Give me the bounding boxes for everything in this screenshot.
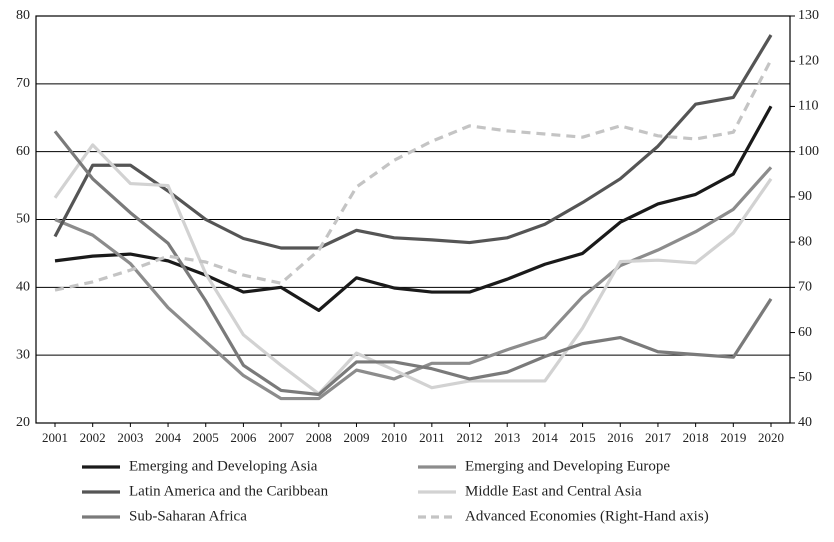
x-tick-label: 2008 — [306, 430, 332, 445]
legend-label: Latin America and the Caribbean — [129, 483, 329, 499]
x-tick-label: 2003 — [117, 430, 143, 445]
y-tick-label: 30 — [16, 347, 30, 362]
x-tick-label: 2017 — [645, 430, 672, 445]
x-tick-label: 2016 — [607, 430, 634, 445]
y-tick-label: 70 — [16, 76, 30, 91]
x-tick-label: 2018 — [683, 430, 709, 445]
x-tick-label: 2015 — [570, 430, 596, 445]
x-tick-label: 2010 — [381, 430, 407, 445]
series-line — [53, 34, 773, 250]
y-tick-label: 80 — [16, 8, 30, 23]
x-tick-label: 2005 — [193, 430, 219, 445]
series-line — [54, 166, 773, 401]
x-tick-label: 2007 — [268, 430, 295, 445]
legend-label: Advanced Economies (Right-Hand axis) — [465, 508, 709, 524]
x-tick-label: 2004 — [155, 430, 182, 445]
x-tick-label: 2011 — [419, 430, 445, 445]
y2-tick-label: 80 — [798, 234, 812, 249]
y2-tick-label: 120 — [798, 53, 819, 68]
x-tick-label: 2019 — [720, 430, 746, 445]
series-line — [53, 143, 773, 396]
x-tick-label: 2009 — [343, 430, 369, 445]
series-line — [53, 130, 773, 397]
legend-label: Middle East and Central Asia — [465, 483, 642, 499]
y-tick-label: 50 — [16, 212, 30, 227]
y2-tick-label: 100 — [798, 144, 819, 159]
x-tick-label: 2012 — [457, 430, 483, 445]
y2-tick-label: 50 — [798, 370, 812, 385]
y2-tick-label: 130 — [798, 8, 819, 23]
y2-tick-label: 60 — [798, 325, 812, 340]
y2-tick-label: 70 — [798, 280, 812, 295]
x-tick-label: 2013 — [494, 430, 520, 445]
y-tick-label: 60 — [16, 144, 30, 159]
legend-label: Emerging and Developing Asia — [129, 458, 318, 474]
y2-tick-label: 90 — [798, 189, 812, 204]
plot-frame — [35, 15, 791, 424]
legend-label: Emerging and Developing Europe — [465, 458, 670, 474]
x-tick-label: 2001 — [42, 430, 68, 445]
y2-tick-label: 110 — [798, 99, 818, 114]
y-tick-label: 20 — [16, 415, 30, 430]
x-tick-label: 2014 — [532, 430, 559, 445]
x-tick-label: 2002 — [80, 430, 106, 445]
series-line — [54, 105, 773, 312]
y-tick-label: 40 — [16, 280, 30, 295]
x-tick-label: 2006 — [230, 430, 257, 445]
legend-label: Sub-Saharan Africa — [129, 508, 247, 524]
y2-tick-label: 40 — [798, 415, 812, 430]
x-tick-label: 2020 — [758, 430, 784, 445]
series-line — [54, 59, 773, 292]
